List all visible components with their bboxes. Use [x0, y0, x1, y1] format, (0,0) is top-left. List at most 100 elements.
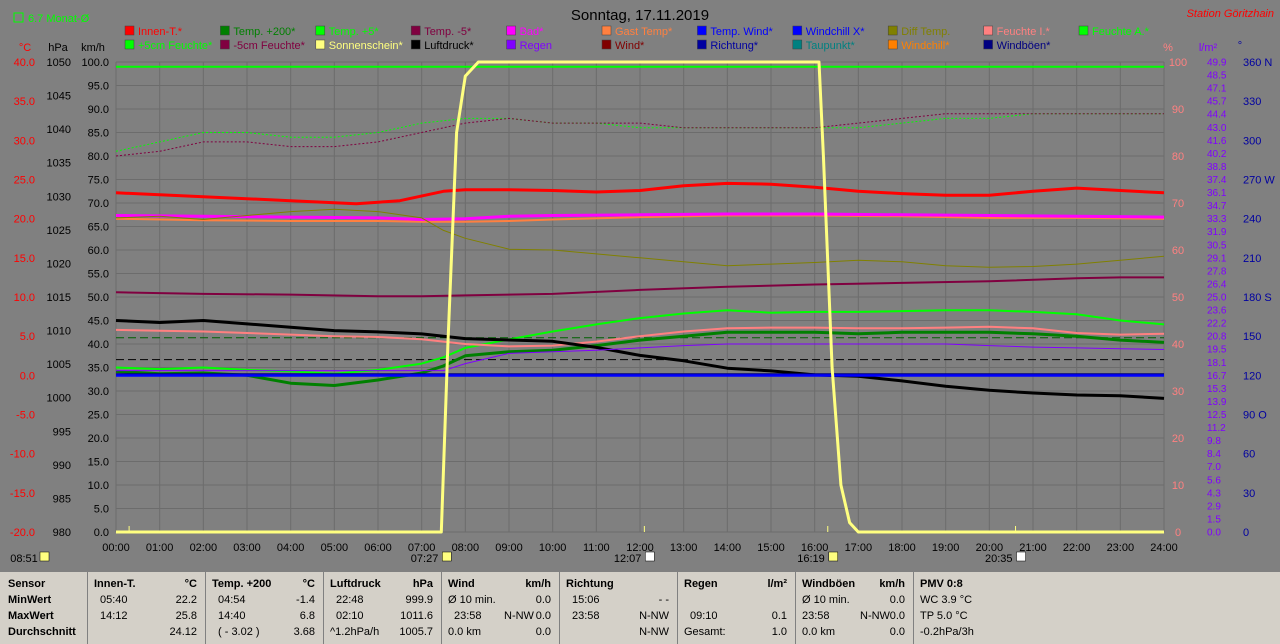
series-line-sonnenschein [116, 60, 1164, 534]
temp-tick-label: -15.0 [10, 488, 35, 500]
time-tick-label: 09:00 [495, 542, 523, 554]
legend-label: Gast Temp* [615, 26, 673, 38]
boeen-min-value: 0.0 [889, 594, 905, 606]
time-tick-label: 19:00 [932, 542, 960, 554]
innen-min-time: 05:40 [100, 594, 128, 606]
col-temp: Temp. +200 °C 04:54 -1.4 14:40 6.8 ( - 3.02… [206, 572, 324, 644]
kmh-tick-label: 15.0 [88, 457, 109, 469]
moon-phase-icon [13, 12, 24, 23]
series-line-feuchte-i [115, 325, 1165, 348]
legend-label: Feuchte A.* [1092, 26, 1150, 38]
legend: Innen-T.* Temp. +200* Temp. +5* Temp. -5* Ba… [124, 25, 1150, 52]
rain-tick-label: 40.2 [1207, 149, 1227, 160]
sun-event-icon [645, 551, 655, 562]
kmh-tick-label: 85.0 [88, 128, 109, 140]
header-temp: Temp. +200 [212, 578, 272, 590]
time-axis: 00:00 01:00 02:00 03:00 04:00 05:00 06:00 07:00… [10, 526, 1178, 565]
legend-label: Diff Temp. [901, 26, 950, 38]
time-tick-label: 13:00 [670, 542, 698, 554]
time-tick-label: 10:00 [539, 542, 567, 554]
time-tick-label: 15:00 [757, 542, 785, 554]
kmh-tick-label: 55.0 [88, 269, 109, 281]
rain-tick-label: 34.7 [1207, 201, 1227, 212]
rain-tick-label: 22.2 [1207, 319, 1227, 330]
kmh-tick-label: 40.0 [88, 339, 109, 351]
rain-tick-label: 18.1 [1207, 358, 1227, 369]
header-richtung: Richtung [566, 578, 614, 590]
temp-tick-label: 5.0 [20, 331, 35, 343]
percent-tick-label: 10 [1172, 480, 1184, 492]
temp-tick-label: -10.0 [10, 449, 35, 461]
row-label-avg: Durchschnitt [8, 626, 76, 638]
temp-avg-value: 3.68 [293, 626, 315, 638]
wind-avg-value: 0.0 [535, 626, 551, 638]
kmh-tick-label: 90.0 [88, 104, 109, 116]
rain-tick-label: 12.5 [1207, 410, 1227, 421]
kmh-tick-label: 35.0 [88, 363, 109, 375]
rain-tick-label: 8.4 [1207, 449, 1221, 460]
moon-label: 6.7 Monat-Ø [28, 13, 90, 25]
right-axes: 100908070605040302010049.948.547.145.744… [1169, 57, 1276, 539]
temp-tick-label: 20.0 [14, 214, 35, 226]
series-line-5cm-feuchte [115, 113, 1164, 152]
time-tick-label: 05:00 [321, 542, 349, 554]
hpa-tick-label: 980 [53, 527, 71, 539]
wind-min-time: Ø 10 min. [448, 594, 496, 606]
time-tick-label: 00:00 [102, 542, 130, 554]
unit-degree: ° [1238, 40, 1242, 52]
rain-tick-label: 9.8 [1207, 436, 1221, 447]
hpa-tick-label: 990 [53, 460, 71, 472]
series-line-temp-5 [115, 276, 1164, 298]
percent-tick-label: 70 [1172, 198, 1184, 210]
statistics-table: Sensor MinWert MaxWert Durchschnitt Inne… [0, 572, 1280, 644]
sun-event-icon [442, 551, 452, 562]
richtung-min-time: 15:06 [572, 594, 600, 606]
rain-tick-label: 11.2 [1207, 423, 1226, 434]
header-innen: Innen-T. [94, 578, 136, 590]
legend-label: Windchill X* [806, 26, 865, 38]
richtung-avg-value: N-NW [639, 626, 669, 638]
percent-tick-label: 80 [1172, 151, 1184, 163]
col-druck: Luftdruck hPa 22:48 999.9 02:10 1011.6 ^1.2… [324, 572, 442, 644]
col-wind: Wind km/h Ø 10 min. 0.0 23:58 N-NW 0.0 0.0 k… [442, 572, 560, 644]
time-tick-label: 02:00 [190, 542, 218, 554]
reference-lines [116, 337, 1164, 361]
boeen-avg-value: 0.0 [889, 626, 905, 638]
direction-tick-label: 90 O [1243, 410, 1267, 422]
legend-label: Sonnenschein* [329, 40, 404, 52]
time-tick-label: 11:00 [583, 542, 610, 554]
legend-swatch [124, 25, 135, 36]
kmh-tick-label: 50.0 [88, 292, 109, 304]
time-tick-label: 12:00 [626, 542, 654, 554]
legend-label: Temp. +5* [329, 26, 380, 38]
series-line-temp-5 [115, 309, 1165, 375]
legend-swatch [792, 25, 803, 36]
kmh-tick-label: 60.0 [88, 245, 109, 257]
sun-event-label: 12:07 [614, 553, 642, 565]
legend-swatch [124, 39, 135, 50]
series-line-luftdruck [115, 319, 1165, 400]
legend-swatch [792, 39, 803, 50]
rain-tick-label: 0.0 [1207, 528, 1221, 539]
unit-rain: l/m² [1199, 42, 1218, 54]
direction-tick-label: 0 [1243, 527, 1249, 539]
col-innen: Innen-T. °C 05:40 22.2 14:12 25.8 24.12 [88, 572, 206, 644]
sun-event-label: 08:51 [10, 553, 38, 565]
time-tick-label: 17:00 [845, 542, 873, 554]
rain-tick-label: 27.8 [1207, 266, 1227, 277]
wind-max-direction: N-NW [504, 610, 534, 622]
druck-avg-value: 1005.7 [399, 626, 433, 638]
legend-swatch [1078, 25, 1089, 36]
rain-tick-label: 5.6 [1207, 475, 1221, 486]
time-tick-label: 20:00 [976, 542, 1004, 554]
time-tick-label: 03:00 [233, 542, 261, 554]
series-lines [115, 60, 1165, 534]
druck-max-time: 02:10 [336, 610, 364, 622]
windchill-value: WC 3.9 °C [920, 594, 973, 606]
percent-tick-label: 0 [1175, 527, 1181, 539]
time-tick-label: 08:00 [452, 542, 480, 554]
legend-swatch [315, 25, 326, 36]
rain-tick-label: 2.9 [1207, 501, 1221, 512]
rain-tick-label: 33.3 [1207, 214, 1227, 225]
legend-swatch [887, 39, 898, 50]
